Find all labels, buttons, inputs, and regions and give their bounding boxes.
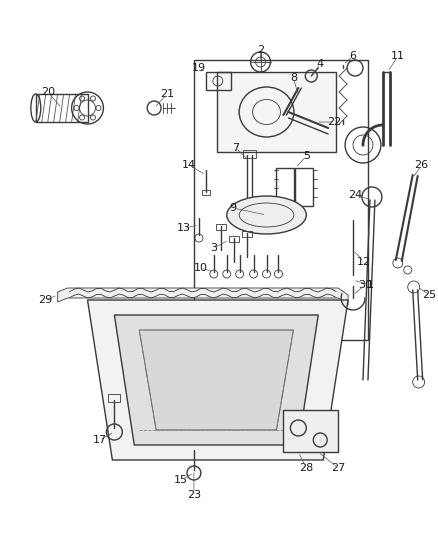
Text: 17: 17 — [92, 435, 106, 445]
Bar — [295, 168, 313, 206]
Bar — [108, 394, 120, 402]
Text: 11: 11 — [391, 51, 405, 61]
Text: 3: 3 — [210, 243, 217, 253]
Text: 14: 14 — [182, 160, 196, 170]
Text: 28: 28 — [299, 463, 314, 473]
Bar — [36, 94, 88, 122]
Text: 1: 1 — [367, 280, 374, 290]
Text: 25: 25 — [423, 290, 437, 300]
Bar — [206, 72, 231, 90]
Text: 9: 9 — [229, 203, 236, 213]
Text: 2: 2 — [257, 45, 264, 55]
Bar — [216, 224, 226, 230]
Text: 29: 29 — [38, 295, 52, 305]
Text: 7: 7 — [232, 143, 239, 153]
Text: 20: 20 — [41, 87, 55, 97]
Bar — [283, 410, 338, 452]
Text: 24: 24 — [348, 190, 362, 200]
Text: 5: 5 — [303, 151, 310, 161]
Bar — [194, 60, 368, 340]
Text: 4: 4 — [317, 59, 324, 69]
Polygon shape — [139, 330, 293, 430]
Text: 21: 21 — [160, 89, 174, 99]
Text: 6: 6 — [350, 51, 357, 61]
Text: 10: 10 — [194, 263, 208, 273]
Text: 12: 12 — [357, 257, 371, 267]
Bar — [276, 168, 294, 206]
Bar — [202, 190, 210, 195]
Bar — [229, 236, 239, 242]
Text: 23: 23 — [187, 490, 201, 500]
Text: 19: 19 — [192, 63, 206, 73]
Text: 13: 13 — [177, 223, 191, 233]
Text: 26: 26 — [415, 160, 429, 170]
Bar — [217, 72, 336, 152]
Text: 8: 8 — [290, 73, 297, 83]
Polygon shape — [114, 315, 318, 445]
Text: 15: 15 — [174, 475, 188, 485]
Polygon shape — [88, 300, 348, 460]
Ellipse shape — [227, 196, 306, 234]
Bar — [242, 231, 251, 237]
Text: 30: 30 — [358, 280, 372, 290]
Text: 27: 27 — [331, 463, 345, 473]
Bar — [243, 150, 256, 158]
Polygon shape — [58, 288, 348, 305]
Text: 22: 22 — [327, 117, 341, 127]
